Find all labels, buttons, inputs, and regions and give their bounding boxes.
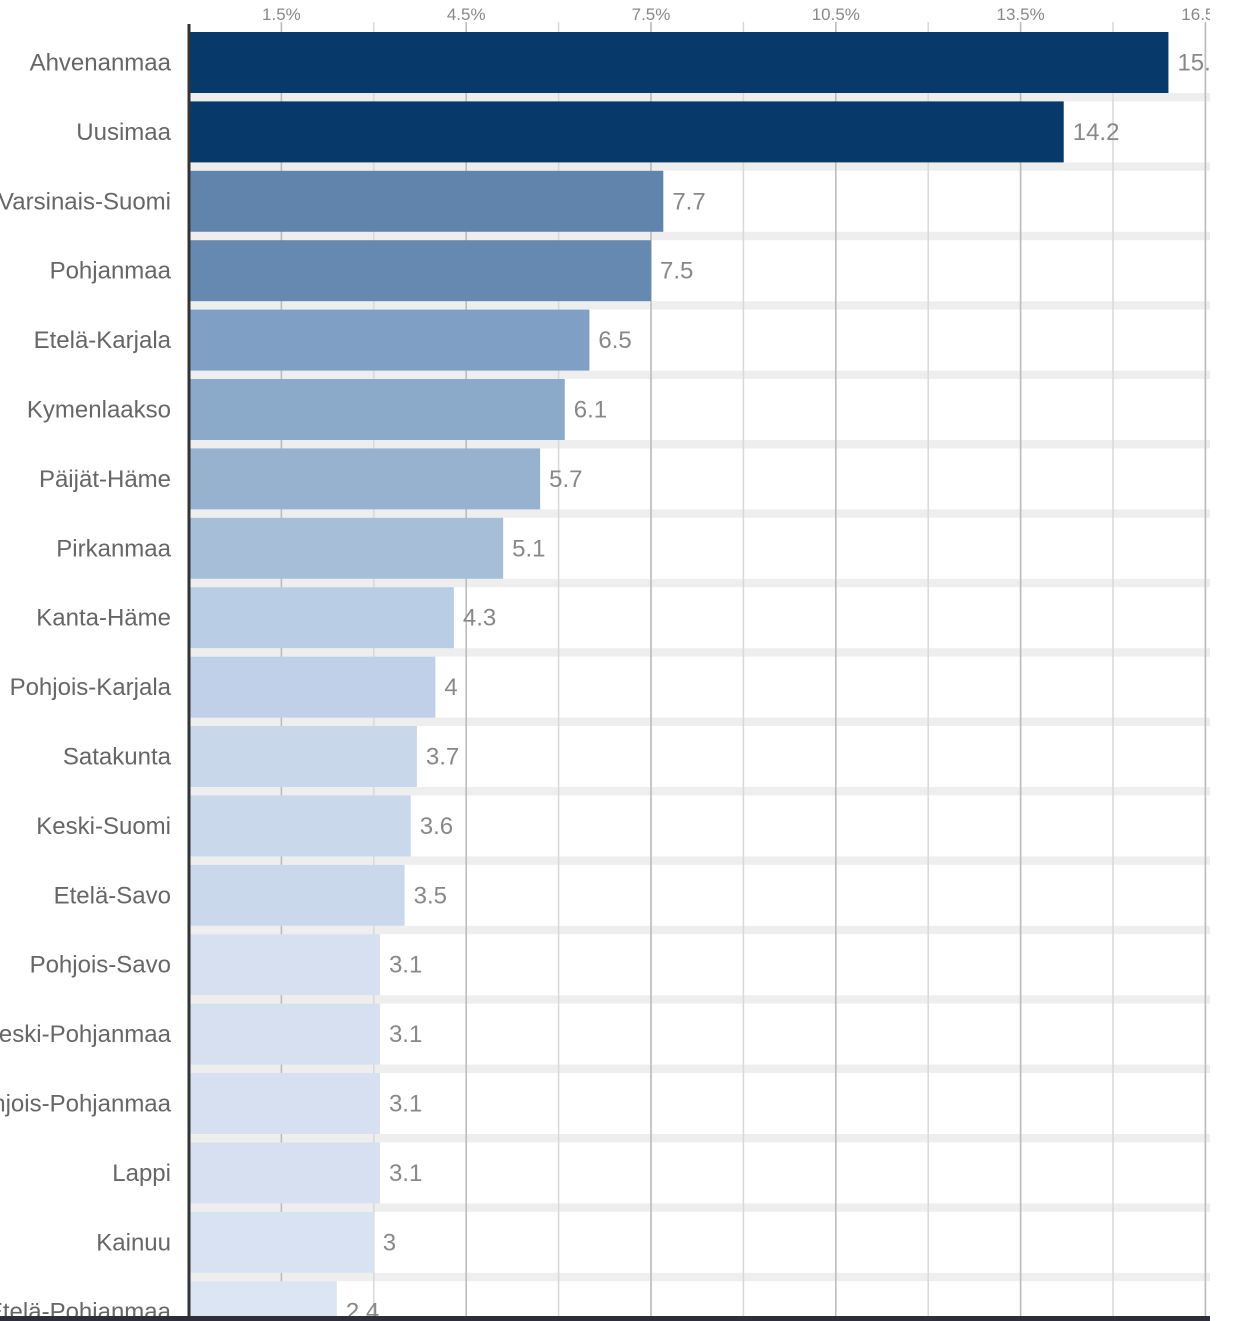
bar xyxy=(189,587,454,649)
category-label: Kanta-Häme xyxy=(36,605,171,632)
bar xyxy=(189,1073,380,1134)
row-separator xyxy=(189,93,1210,102)
value-label: 4 xyxy=(444,674,457,701)
bar xyxy=(189,379,565,440)
row-separator xyxy=(189,1272,1210,1282)
value-label: 4.3 xyxy=(463,605,496,632)
row-separator xyxy=(189,648,1210,657)
x-tick-label: 7.5% xyxy=(632,5,671,24)
value-label: 14.2 xyxy=(1073,119,1120,146)
category-label: Etelä-Savo xyxy=(54,882,171,909)
bar xyxy=(189,1211,374,1273)
bar xyxy=(189,170,664,232)
value-label: 3.6 xyxy=(420,813,453,840)
bar xyxy=(189,726,417,787)
row-separator xyxy=(189,162,1210,171)
row-separator xyxy=(189,509,1210,518)
bar xyxy=(189,32,1169,93)
x-tick-label: 4.5% xyxy=(447,5,486,24)
value-label: 3 xyxy=(383,1229,396,1256)
x-tick-labels: 1.5% 4.5% 7.5% 10.5% 13.5% 16.5% xyxy=(262,5,1229,24)
category-label: Uusimaa xyxy=(76,119,171,146)
row-separator xyxy=(189,717,1210,726)
category-label: Kainuu xyxy=(96,1229,171,1256)
value-label: 6.1 xyxy=(574,397,607,424)
bar xyxy=(189,864,405,926)
row-separator xyxy=(189,1203,1210,1212)
row-separator xyxy=(189,925,1210,935)
category-label: Pohjanmaa xyxy=(50,258,172,285)
row-separator xyxy=(189,440,1210,449)
value-label: 5.7 xyxy=(549,466,582,493)
bars xyxy=(189,32,1169,1321)
bar xyxy=(189,517,504,579)
value-label: 2.4 xyxy=(346,1299,379,1321)
bar xyxy=(189,934,380,996)
row-separator xyxy=(189,578,1210,588)
x-tick-label: 13.5% xyxy=(996,5,1044,24)
row-separator xyxy=(189,787,1210,796)
category-label: Ahvenanmaa xyxy=(30,50,172,77)
value-label: 6.5 xyxy=(598,327,631,354)
value-label: 3.5 xyxy=(414,882,447,909)
category-label: Pirkanmaa xyxy=(56,535,171,562)
x-tick-label: 10.5% xyxy=(812,5,860,24)
value-label: 3.1 xyxy=(389,1160,422,1187)
row-separator xyxy=(189,370,1210,379)
category-label: Pohjois-Karjala xyxy=(10,674,172,701)
category-label: Keski-Suomi xyxy=(36,813,171,840)
category-label: Päijät-Häme xyxy=(39,466,171,493)
bar xyxy=(189,656,436,718)
x-tick-label: 16.5% xyxy=(1181,5,1229,24)
value-labels: 15.9 14.2 7.7 7.5 6.5 6.1 5.7 5.1 4.3 4 3.7 3.6 3.5 3… xyxy=(346,50,1224,1321)
category-label: Pohjois-Savo xyxy=(30,952,171,979)
value-label: 3.1 xyxy=(389,1021,422,1048)
row-separator xyxy=(189,1134,1210,1143)
row-separator xyxy=(189,856,1210,865)
bar xyxy=(189,240,651,302)
bar xyxy=(189,448,541,510)
bar xyxy=(189,309,590,371)
bar xyxy=(189,795,411,857)
bar xyxy=(189,1003,380,1065)
row-separator xyxy=(189,231,1210,241)
value-label: 3.7 xyxy=(426,744,459,771)
category-label: Etelä-Karjala xyxy=(34,327,172,354)
row-bands xyxy=(189,93,1210,1282)
category-label: Keski-Pohjanmaa xyxy=(0,1021,172,1048)
x-tick-label: 1.5% xyxy=(262,5,301,24)
value-label: 3.1 xyxy=(389,952,422,979)
value-label: 7.7 xyxy=(672,188,705,215)
value-label: 5.1 xyxy=(512,535,545,562)
value-label: 3.1 xyxy=(389,1091,422,1118)
category-label: Etelä-Pohjanmaa xyxy=(0,1299,172,1321)
row-separator xyxy=(189,1064,1210,1073)
bar xyxy=(189,1142,380,1204)
category-label: Pohjois-Pohjanmaa xyxy=(0,1091,172,1118)
row-separator xyxy=(189,301,1210,310)
row-separator xyxy=(189,995,1210,1004)
value-label: 15.9 xyxy=(1177,50,1224,77)
bar xyxy=(189,1281,337,1321)
value-label: 7.5 xyxy=(660,258,693,285)
category-label: Kymenlaakso xyxy=(27,397,171,424)
category-label: Lappi xyxy=(112,1160,171,1187)
bar xyxy=(189,101,1064,163)
bottom-edge-bar xyxy=(0,1316,1210,1321)
category-label: Varsinais-Suomi xyxy=(0,188,171,215)
category-label: Satakunta xyxy=(63,744,172,771)
category-labels: Ahvenanmaa Uusimaa Varsinais-Suomi Pohjanma… xyxy=(0,50,172,1321)
